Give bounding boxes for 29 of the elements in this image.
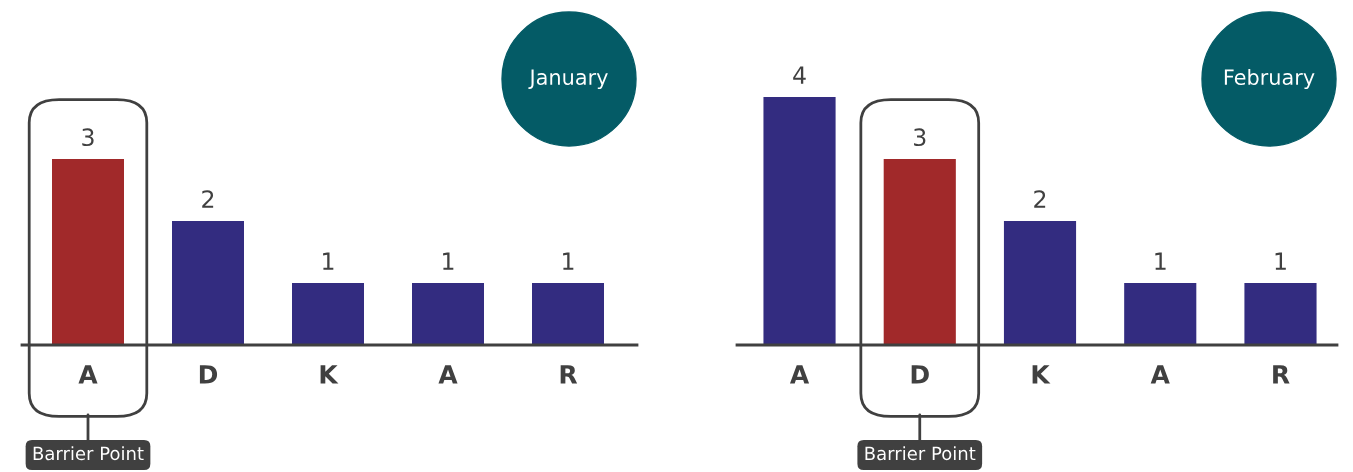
bar (883, 159, 956, 345)
bar (1244, 283, 1317, 345)
x-tick-label: K (320, 365, 339, 384)
x-tick-label: A (1150, 365, 1170, 384)
bar (1124, 283, 1197, 345)
data-label: 2 (1034, 190, 1046, 208)
x-tick-label: A (78, 365, 98, 384)
x-tick-label: K (1032, 365, 1051, 384)
data-label: 1 (1155, 252, 1166, 270)
data-label: 3 (82, 128, 94, 147)
data-label: 3 (914, 128, 926, 147)
x-tick-label: R (1273, 365, 1290, 384)
x-tick-label: D (199, 365, 218, 384)
data-label: 1 (443, 252, 454, 270)
data-label: 2 (202, 190, 214, 208)
x-tick-label: A (789, 365, 810, 384)
bar (1003, 221, 1077, 345)
x-tick-label: A (438, 365, 458, 384)
x-tick-label: D (911, 365, 929, 384)
data-label: 1 (563, 252, 574, 270)
bar (763, 97, 836, 345)
x-tick-label: R (560, 365, 578, 384)
annotation: Barrier Point (33, 446, 144, 461)
chart-title: January (528, 69, 608, 90)
data-label: 4 (793, 66, 806, 84)
annotation: Barrier Point (865, 446, 976, 461)
data-label: 1 (1275, 252, 1286, 270)
data-label: 1 (323, 252, 334, 270)
chart-title: February (1224, 68, 1315, 90)
